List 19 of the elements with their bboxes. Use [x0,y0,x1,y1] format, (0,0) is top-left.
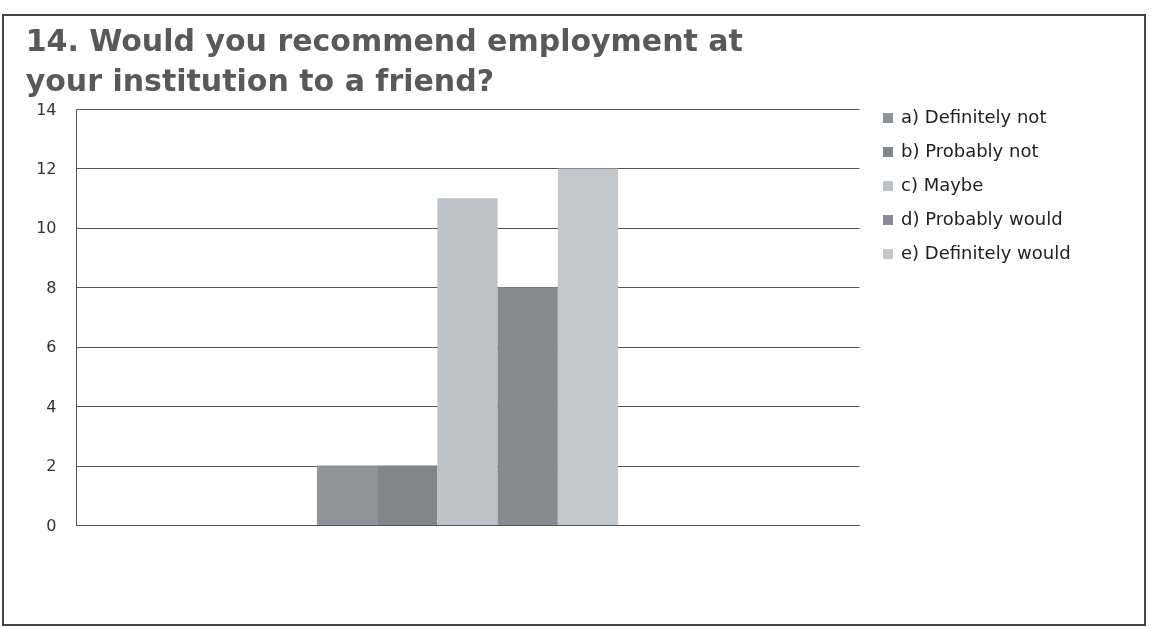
y-tick-label: 12 [36,158,57,178]
legend-label: c) Maybe [901,174,984,195]
legend-label: b) Probably not [901,140,1039,161]
bar [497,287,558,525]
bar [557,168,619,525]
y-tick-label: 4 [46,396,57,416]
legend-label: a) Definitely not [901,106,1047,127]
y-tick-label: 10 [36,218,57,238]
bar [437,198,498,525]
chart-title: 14. Would you recommend employment at your institution to a friend? [25,23,743,98]
y-tick-label: 0 [46,515,57,535]
bar [377,465,438,525]
bar [316,465,378,525]
y-tick-label: 2 [46,456,57,476]
legend-label: d) Probably would [901,208,1063,229]
y-tick-label: 8 [46,277,57,297]
y-tick-label: 6 [46,337,57,357]
legend-label: e) Definitely would [901,242,1071,263]
y-tick-label: 14 [36,99,57,119]
